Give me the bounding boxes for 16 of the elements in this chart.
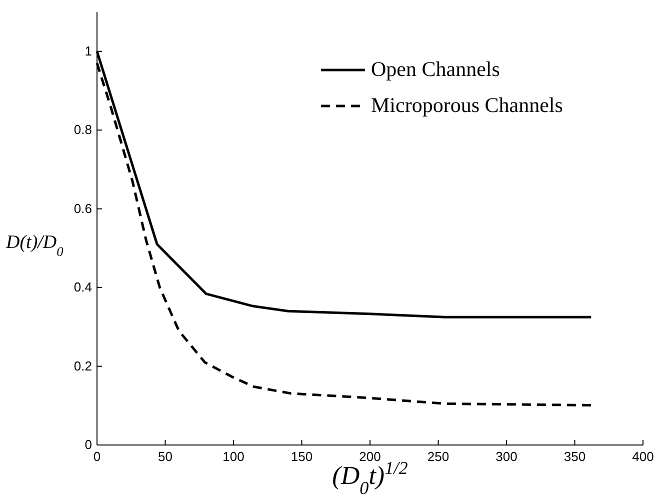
y-tick-label: 0.4: [74, 280, 92, 295]
y-tick-label: 0.6: [74, 200, 92, 216]
x-tick-label: 350: [564, 449, 586, 464]
y-tick-label: 0.2: [74, 358, 92, 374]
legend-label: Microporous Channels: [371, 93, 563, 117]
x-tick-label: 50: [158, 449, 172, 464]
legend-label: Open Channels: [371, 57, 500, 81]
y-tick-label: 0.8: [74, 122, 92, 138]
y-axis-title: D(t)/D$_{0}$: [5, 232, 64, 259]
y-tick-label: 1: [84, 43, 92, 58]
x-tick-label: 150: [290, 449, 313, 464]
x-tick-label: 250: [427, 449, 450, 464]
x-tick-label: 300: [496, 449, 518, 464]
y-tick-label: 0: [84, 437, 92, 452]
x-tick-label: 400: [632, 449, 654, 464]
x-tick-label: 100: [222, 449, 244, 464]
